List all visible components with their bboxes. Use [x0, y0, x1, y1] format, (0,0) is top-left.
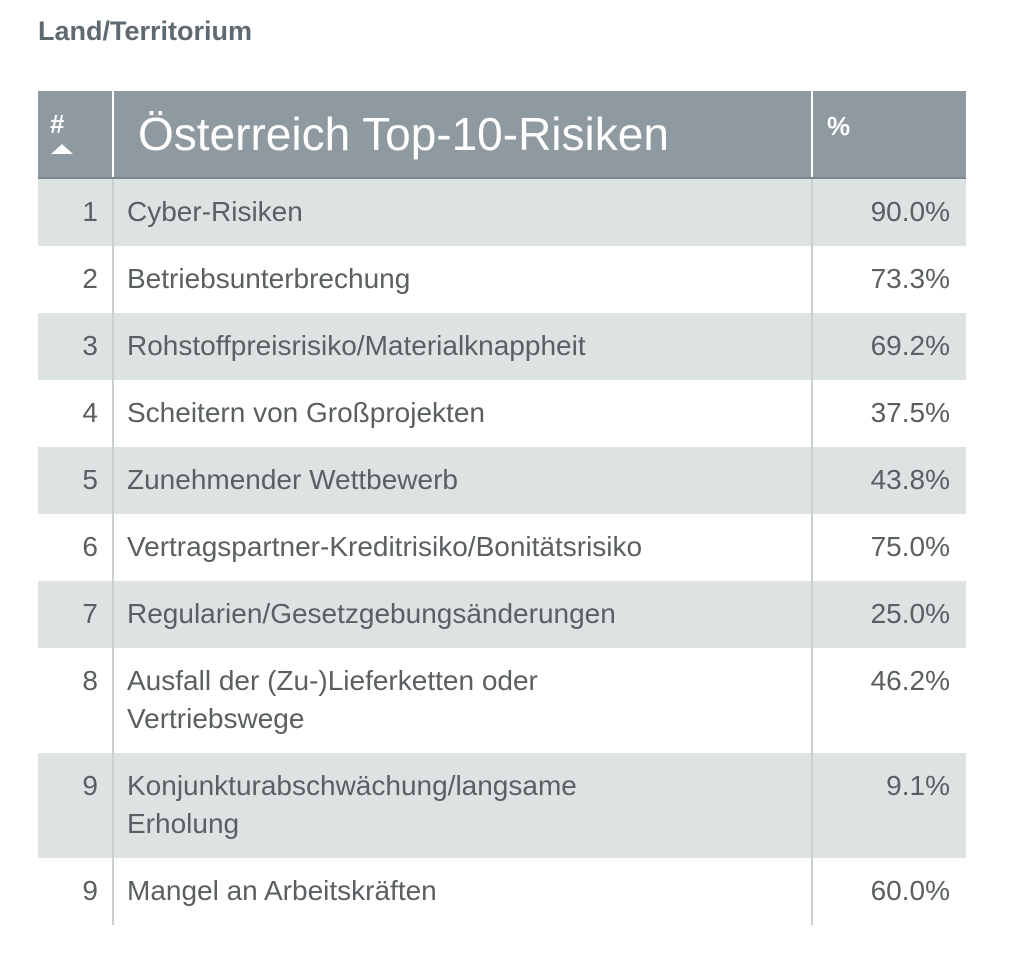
rank-cell: 7	[38, 581, 114, 648]
risk-cell: Ausfall der (Zu-)Lieferketten oder Vertr…	[114, 648, 813, 753]
risk-cell: Konjunkturabschwächung/langsame Erholung	[114, 753, 813, 858]
table-body: 1 Cyber-Risiken 90.0% 2 Betriebsunterbrechun…	[38, 179, 966, 925]
table-row: 7 Regularien/Gesetzgebungsänderungen 25.0%	[38, 581, 966, 648]
rank-cell: 5	[38, 447, 114, 514]
header-cell: %	[827, 111, 851, 141]
table-row: 4 Scheitern von Großprojekten 37.5%	[38, 380, 966, 447]
rank-cell: 4	[38, 380, 114, 447]
table-row: 2 Betriebsunterbrechung 73.3%	[38, 246, 966, 313]
rank-cell: 1	[38, 179, 114, 246]
percent-cell: 75.0%	[870, 531, 950, 562]
rank-cell: 9	[38, 753, 114, 858]
table-header: # Österreich Top-10-Risiken %	[38, 91, 966, 179]
risk-table: # Österreich Top-10-Risiken % 1 Cyber-Ris…	[38, 91, 966, 925]
rank-cell: 2	[38, 246, 114, 313]
risk-cell: Vertragspartner-Kreditrisiko/Bonitätsris…	[114, 514, 813, 581]
table-row: 8 Ausfall der (Zu-)Lieferketten oder Vert…	[38, 648, 966, 753]
table-row: 1 Cyber-Risiken 90.0%	[38, 179, 966, 246]
risk-cell: Cyber-Risiken	[114, 179, 813, 246]
table-row: 6 Vertragspartner-Kreditrisiko/Bonitätsri…	[38, 514, 966, 581]
risk-cell: Mangel an Arbeitskräften	[114, 858, 813, 925]
rank-cell: 3	[38, 313, 114, 380]
risk-cell: Regularien/Gesetzgebungsänderungen	[114, 581, 813, 648]
percent-cell: 9.1%	[886, 770, 950, 801]
table-row: 5 Zunehmender Wettbewerb 43.8%	[38, 447, 966, 514]
header-cell: Österreich Top-10-Risiken	[114, 91, 813, 177]
percent-cell: 60.0%	[870, 875, 950, 906]
table-row: 9 Konjunkturabschwächung/langsame Erholun…	[38, 753, 966, 858]
header-cell[interactable]: #	[38, 91, 114, 177]
sort-arrow	[51, 144, 73, 154]
rank-cell: 9	[38, 858, 114, 925]
percent-cell: 69.2%	[870, 330, 950, 361]
rank-cell: 6	[38, 514, 114, 581]
header-text: #	[50, 109, 65, 139]
percent-cell: 43.8%	[870, 464, 950, 495]
caption: Land/Territorium	[38, 16, 253, 46]
risk-cell: Betriebsunterbrechung	[114, 246, 813, 313]
risk-cell: Rohstoffpreisrisiko/Materialknappheit	[114, 313, 813, 380]
risk-cell: Scheitern von Großprojekten	[114, 380, 813, 447]
percent-cell: 90.0%	[870, 196, 950, 227]
percent-cell: 46.2%	[870, 665, 950, 696]
table-row: 9 Mangel an Arbeitskräften 60.0%	[38, 858, 966, 925]
percent-cell: 73.3%	[870, 263, 950, 294]
percent-cell: 25.0%	[870, 598, 950, 629]
risk-cell: Zunehmender Wettbewerb	[114, 447, 813, 514]
percent-cell: 37.5%	[870, 397, 950, 428]
table-row: 3 Rohstoffpreisrisiko/Materialknappheit 69…	[38, 313, 966, 380]
rank-cell: 8	[38, 648, 114, 753]
